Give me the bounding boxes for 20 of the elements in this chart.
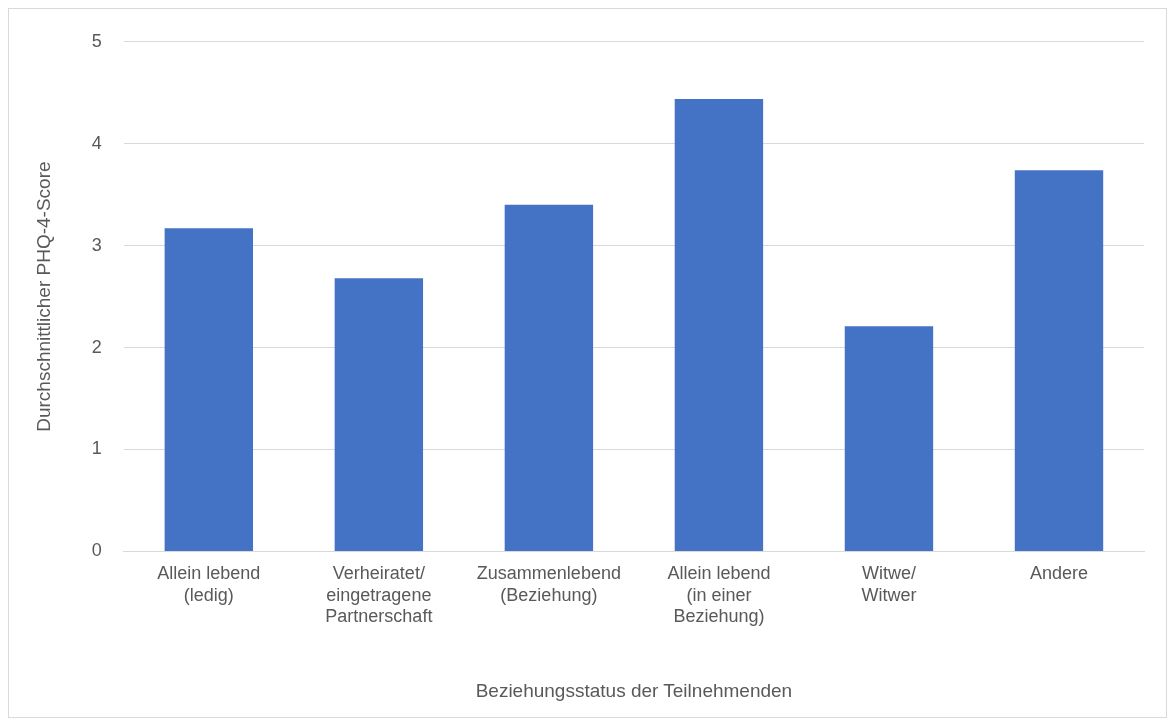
y-axis-title: Durchschnittlicher PHQ-4-Score: [32, 161, 54, 432]
y-tick-label: 4: [91, 132, 102, 153]
x-tick-label: Allein lebend (in einer Beziehung): [667, 563, 771, 627]
bar: [1014, 170, 1104, 551]
y-tick-label: 5: [91, 30, 102, 51]
x-tick-label: Allein lebend (ledig): [157, 563, 261, 605]
y-tick-label: 2: [91, 336, 102, 357]
bar: [504, 204, 594, 551]
x-tick-label: Zusammenlebend (Beziehung): [476, 563, 621, 605]
bar: [164, 228, 254, 551]
x-tick-label: Witwe/ Witwer: [861, 563, 917, 605]
bar: [674, 98, 764, 551]
x-axis-title: Beziehungsstatus der Teilnehmenden: [475, 679, 793, 701]
x-tick-label: Andere: [1029, 563, 1089, 584]
y-tick-label: 0: [91, 540, 102, 561]
bar: [334, 278, 424, 551]
x-tick-label: Verheiratet/ eingetragene Partnerschaft: [325, 563, 433, 627]
y-tick-label: 1: [91, 438, 102, 459]
y-tick-label: 3: [91, 234, 102, 255]
bar: [844, 326, 934, 551]
